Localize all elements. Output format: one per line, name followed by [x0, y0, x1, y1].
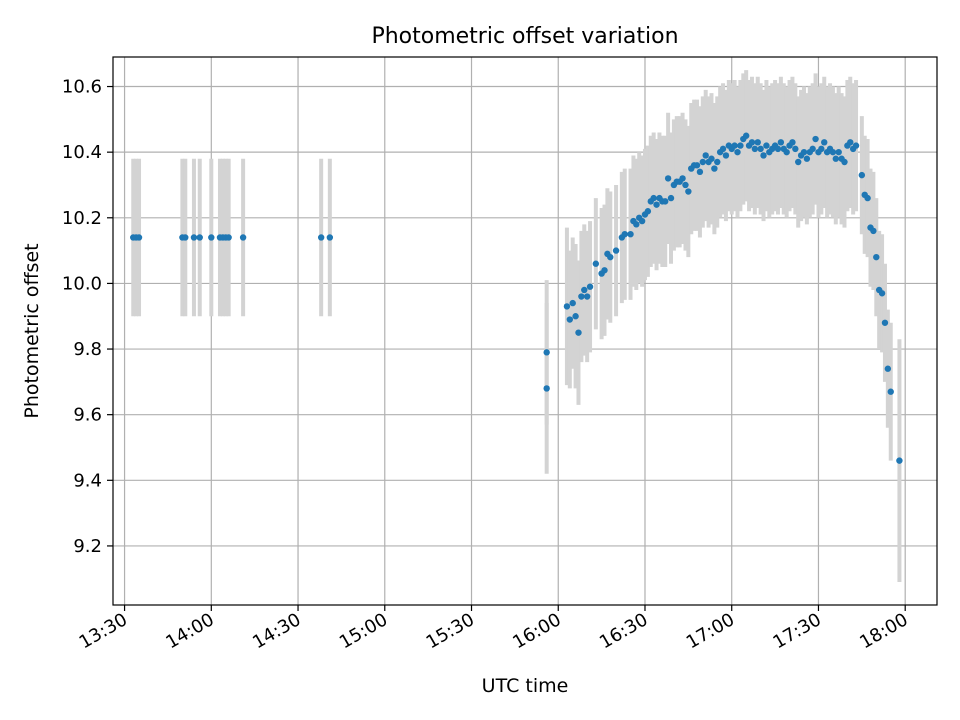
y-tick-label: 10.6 — [62, 77, 102, 98]
data-point — [543, 385, 550, 392]
y-axis: 9.2 9.4 9.6 9.8 10.0 10.2 10.4 10.6 — [62, 77, 113, 557]
data-point — [748, 139, 756, 146]
data-point — [664, 175, 672, 182]
data-point — [881, 319, 889, 326]
data-point — [818, 145, 825, 153]
data-point — [182, 234, 189, 241]
data-point — [196, 234, 203, 241]
data-point — [873, 253, 880, 261]
data-point — [809, 145, 816, 153]
data-point — [760, 152, 767, 159]
data-point — [708, 155, 715, 162]
data-point — [627, 230, 634, 238]
data-point — [878, 290, 886, 297]
data-point — [650, 194, 657, 202]
data-point — [326, 234, 334, 241]
y-axis-label: Photometric offset — [21, 243, 43, 418]
data-point — [621, 230, 628, 238]
data-point — [803, 155, 811, 162]
data-point — [751, 145, 759, 153]
data-point — [829, 148, 837, 156]
data-point — [566, 316, 574, 323]
data-point — [190, 234, 198, 241]
data-point — [847, 139, 854, 146]
data-point — [763, 142, 770, 149]
y-tick-label: 10.2 — [62, 208, 102, 229]
data-point — [586, 283, 594, 290]
data-point — [572, 313, 579, 320]
data-point — [607, 253, 614, 261]
y-tick-label: 10.0 — [62, 273, 102, 294]
data-point — [852, 142, 860, 149]
data-point — [679, 175, 686, 182]
data-point — [693, 162, 701, 169]
data-points — [130, 132, 903, 464]
y-tick-label: 9.2 — [73, 536, 102, 557]
data-point — [239, 234, 247, 241]
data-point — [578, 293, 585, 300]
data-point — [841, 158, 848, 166]
data-point — [711, 165, 718, 172]
data-point — [757, 145, 764, 153]
y-tick-label: 10.4 — [62, 142, 102, 163]
data-point — [789, 139, 796, 146]
plot-frame — [112, 56, 938, 606]
data-point — [682, 181, 689, 189]
data-point — [208, 234, 215, 241]
data-point — [754, 139, 761, 146]
data-point — [575, 329, 582, 336]
data-point — [884, 365, 892, 372]
data-point — [653, 201, 660, 208]
data-point — [581, 286, 588, 294]
data-point — [783, 148, 790, 156]
data-point — [583, 293, 591, 300]
data-point — [800, 148, 808, 156]
x-axis-label: UTC time — [482, 675, 569, 697]
data-point — [592, 260, 600, 267]
data-point — [731, 142, 738, 149]
data-point — [821, 139, 828, 146]
data-point — [722, 152, 730, 159]
data-point — [135, 234, 143, 241]
data-point — [601, 267, 608, 274]
data-point — [563, 303, 571, 310]
data-point — [569, 299, 576, 307]
data-point — [774, 145, 782, 153]
y-tick-label: 9.6 — [73, 405, 102, 426]
data-point — [870, 227, 877, 235]
data-point — [317, 234, 325, 241]
data-point — [777, 139, 785, 146]
data-point — [835, 148, 842, 156]
data-point — [667, 194, 675, 202]
data-point — [896, 457, 903, 464]
data-point — [702, 152, 709, 159]
data-point — [685, 188, 692, 195]
data-point — [858, 171, 866, 179]
data-point — [795, 158, 802, 166]
data-point — [662, 198, 669, 205]
chart-title: Photometric offset variation — [371, 24, 678, 49]
data-point — [699, 158, 707, 166]
data-point — [696, 168, 704, 176]
data-point — [887, 388, 894, 395]
data-point — [864, 194, 871, 202]
data-point — [737, 142, 744, 149]
data-point — [734, 148, 741, 156]
data-point — [832, 155, 840, 162]
data-point — [792, 145, 799, 153]
data-point — [225, 234, 232, 241]
data-point — [644, 208, 652, 215]
data-point — [812, 135, 819, 143]
data-point — [633, 221, 640, 228]
data-point — [714, 158, 721, 166]
y-tick-label: 9.8 — [73, 339, 102, 360]
data-point — [612, 247, 620, 254]
data-point — [742, 132, 750, 139]
data-point — [638, 217, 646, 225]
data-point — [543, 349, 550, 356]
y-tick-label: 9.4 — [73, 470, 102, 491]
data-point — [719, 145, 727, 153]
